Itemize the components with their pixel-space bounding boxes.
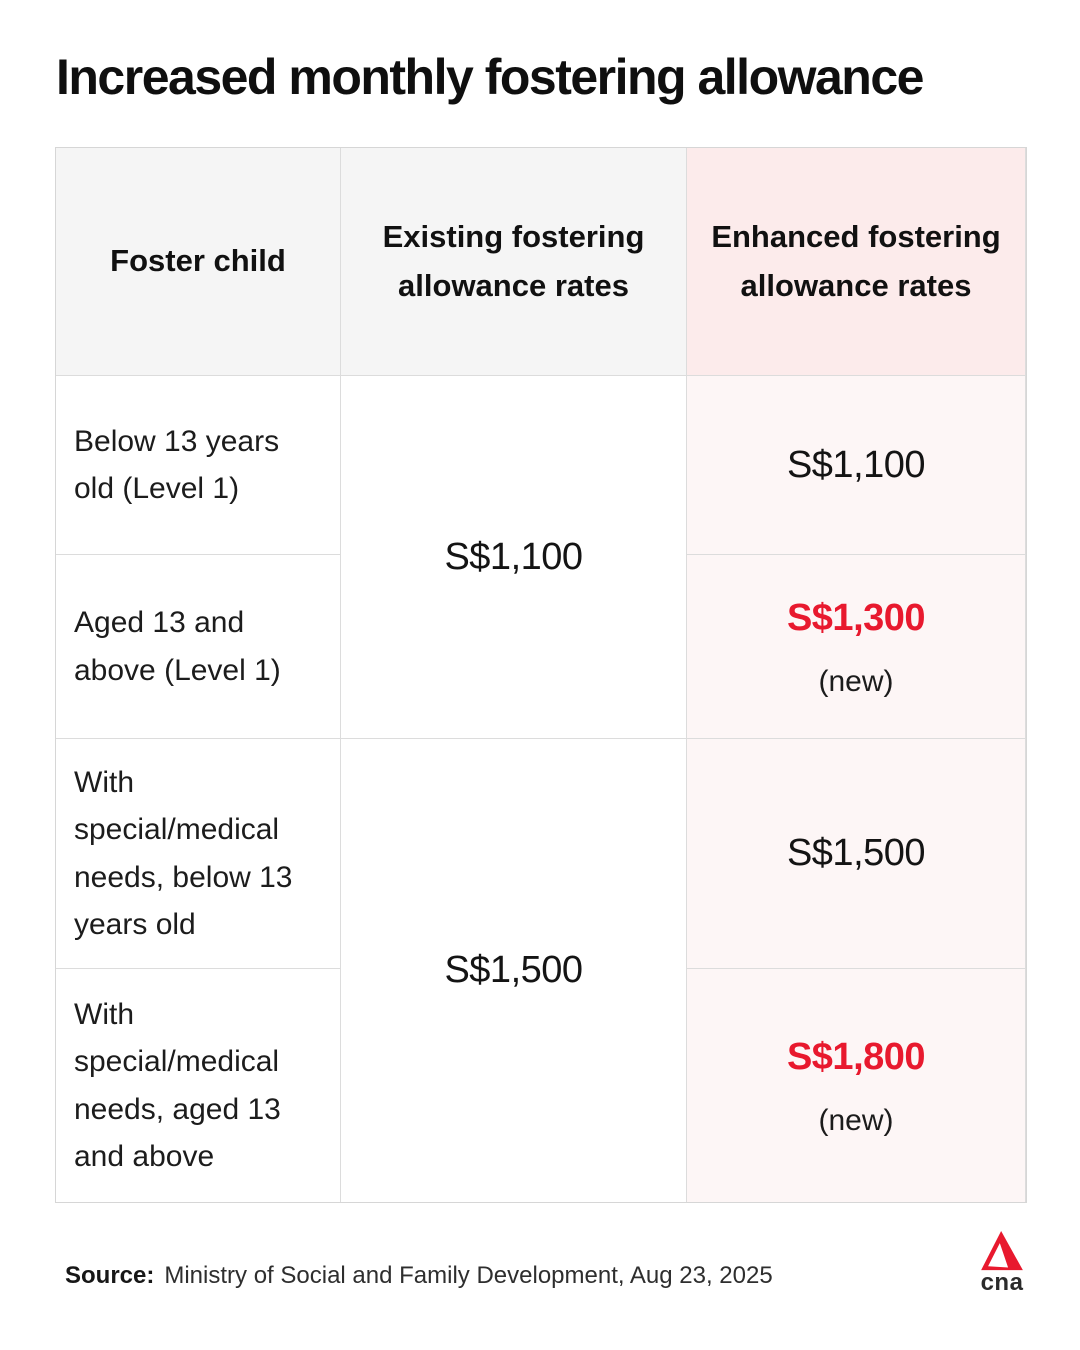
enhanced-rate-below-13: S$1,100 xyxy=(687,376,1025,554)
col-header-enhanced-rates: Enhanced fostering allowance rates xyxy=(687,148,1025,375)
col-header-existing-rates: Existing fostering allowance rates xyxy=(341,148,686,375)
row-label-below-13: Below 13 years old (Level 1) xyxy=(56,376,340,554)
source-label: Source: xyxy=(65,1262,155,1289)
row-label-aged-13-above: Aged 13 and above (Level 1) xyxy=(56,555,340,738)
existing-rate-special: S$1,500 xyxy=(341,739,686,1202)
enhanced-rate-aged-13-above: S$1,300 (new) xyxy=(687,555,1025,738)
row-label-special-below-13: With special/medical needs, below 13 yea… xyxy=(56,739,340,968)
cna-logo: cna xyxy=(977,1231,1027,1295)
existing-rate-level1-value: S$1,100 xyxy=(444,535,583,578)
allowance-table: Foster child Existing fostering allowanc… xyxy=(55,147,1027,1203)
new-tag-aged-13-above: (new) xyxy=(818,664,894,698)
enhanced-rate-aged-13-above-value: S$1,300 xyxy=(786,596,926,639)
source-line: Source: Ministry of Social and Family Dev… xyxy=(65,1262,773,1290)
enhanced-rate-special-aged-13-above: S$1,800 (new) xyxy=(687,969,1025,1202)
col-header-foster-child: Foster child xyxy=(56,148,340,375)
row-label-special-aged-13-above: With special/medical needs, aged 13 and … xyxy=(56,969,340,1202)
cna-logo-text: cna xyxy=(980,1269,1024,1296)
page-title: Increased monthly fostering allowance xyxy=(56,49,924,105)
source-text: Ministry of Social and Family Developmen… xyxy=(164,1262,773,1289)
enhanced-rate-special-below-13-value: S$1,500 xyxy=(786,832,926,875)
existing-rate-level1: S$1,100 xyxy=(341,376,686,738)
cna-logo-icon xyxy=(981,1231,1023,1271)
existing-rate-special-value: S$1,500 xyxy=(444,949,583,992)
new-tag-special-aged-13-above: (new) xyxy=(818,1103,894,1137)
enhanced-rate-special-aged-13-above-value: S$1,800 xyxy=(786,1035,926,1078)
enhanced-rate-special-below-13: S$1,500 xyxy=(687,739,1025,968)
enhanced-rate-below-13-value: S$1,100 xyxy=(786,443,926,486)
